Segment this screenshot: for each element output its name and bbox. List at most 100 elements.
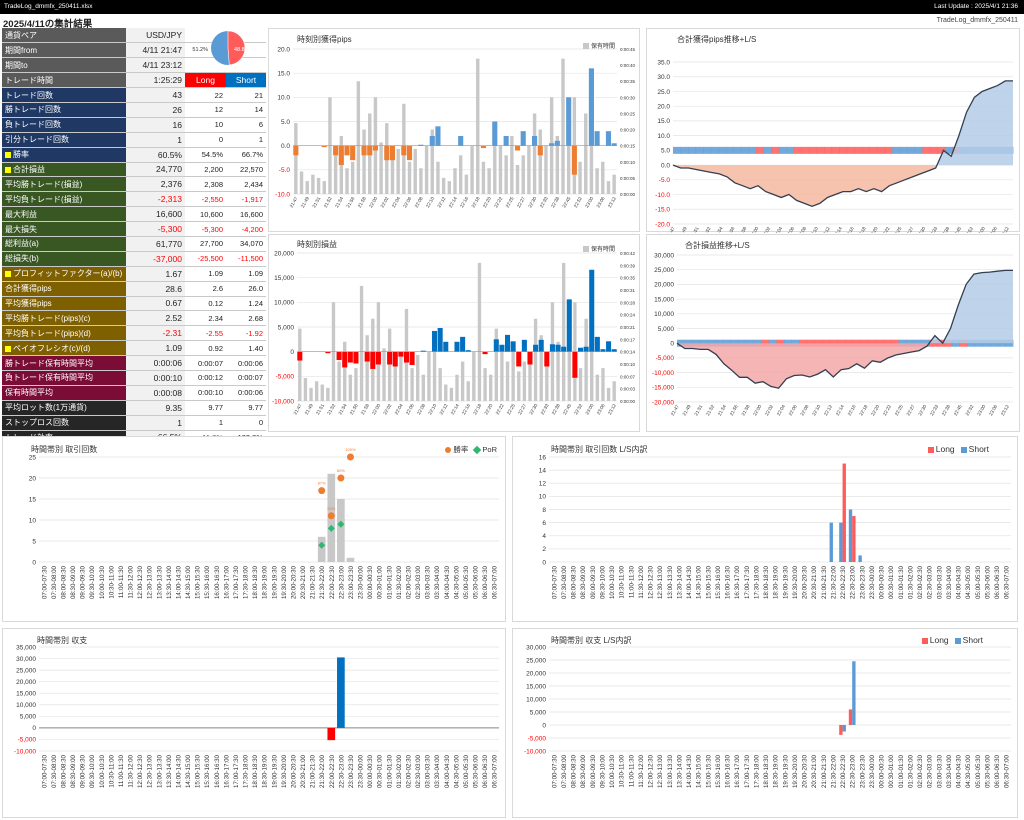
blank-cell (185, 57, 266, 74)
count-bar (346, 557, 355, 562)
hold-time-bar (527, 145, 531, 194)
tick-label: 09:30-10:00 (599, 565, 606, 599)
short-strip-cell (997, 339, 1006, 347)
value-bar (392, 351, 398, 367)
row-short: -11,500 (226, 251, 266, 267)
row-value: 16 (126, 117, 185, 133)
value-bar (437, 327, 443, 352)
row-label: 負トレード回数 (2, 117, 126, 133)
long-strip-cell (929, 339, 938, 347)
tick-label: 17:00-17:30 (744, 565, 751, 599)
pips-chart: -10.0 -5.0 0.0 5.0 10.0 15.0 20.0 0:00:45 0:00:4… (275, 46, 636, 209)
row-label: 合計獲得pips (2, 281, 126, 297)
tick-label: 09:00-09:30 (80, 754, 87, 788)
tick-label: 03:00-03:30 (936, 754, 943, 788)
tick-label: 06:30-07:00 (492, 754, 499, 788)
value-bar (521, 339, 527, 352)
win-rate-label: 52% (327, 506, 335, 511)
tick-label: 00:00-00:30 (367, 565, 374, 599)
tick-label: 22:00-22:30 (840, 754, 847, 788)
tick-label: 14:00-14:30 (686, 565, 693, 599)
tick-label: -10,000 (524, 748, 546, 755)
hold-time-bar (595, 168, 599, 194)
summary-row: トレード時間 1:25:29 Long Short (2, 72, 266, 89)
short-strip-cell (907, 146, 916, 154)
value-bar (342, 351, 348, 368)
tick-label: 17:00-17:30 (233, 565, 240, 599)
hold-time-bar (427, 351, 431, 401)
short-bar (829, 522, 833, 562)
long-strip-cell (809, 146, 817, 154)
tick-label: 5.0 (661, 148, 670, 155)
tick-label: 22:38 (940, 226, 950, 233)
short-strip-cell (899, 146, 908, 154)
tick-label: 22:00-22:30 (329, 565, 336, 599)
tick-label: 0:00:25 (620, 111, 636, 116)
tick-label: 20,000 (274, 250, 294, 257)
tick-label: 05:00-05:30 (463, 754, 470, 788)
row-label: 総損失(b) (2, 251, 126, 267)
tick-label: 21:51 (311, 196, 321, 209)
tick-label: 01:00-01:30 (386, 565, 393, 599)
win-rate-point (327, 512, 335, 520)
tick-label: 0:00:40 (620, 63, 636, 68)
tick-label: 09:00-09:30 (590, 565, 597, 599)
tick-label: 22:30 (916, 226, 926, 233)
tick-label: 20:00-20:30 (290, 565, 297, 599)
short-strip-cell (703, 146, 712, 154)
tick-label: 21:52 (705, 404, 715, 417)
hold-time-bar (430, 129, 434, 194)
short-strip-cell (680, 146, 689, 154)
value-bar (572, 351, 578, 378)
row-label: 平均ロット数(1万通貨) (2, 400, 126, 416)
value-bar (384, 145, 390, 161)
tick-label: 05:00-05:30 (975, 565, 982, 599)
tick-label: 22:08 (416, 403, 426, 416)
tick-label: 16:30-17:00 (223, 754, 230, 788)
hold-time-bar (460, 361, 465, 401)
tick-label: 23:00-23:30 (859, 565, 866, 599)
tick-label: 22:00 (368, 196, 378, 209)
tick-label: 20:00-20:30 (802, 754, 809, 788)
tick-label: 22:04 (394, 403, 404, 416)
value-bar (549, 344, 555, 352)
short-bar (842, 725, 846, 732)
row-short: 2.68 (226, 310, 266, 327)
tick-label: 30,000 (526, 644, 546, 651)
tick-label: 02:30-03:00 (927, 754, 934, 788)
hold-time-bar (545, 351, 549, 401)
hold-time-bar (453, 168, 457, 194)
long-bar (842, 463, 846, 562)
negative-area (677, 343, 1013, 389)
chart-title: 時間帯別 収支 (37, 636, 88, 645)
summary-row: プロフィットファクター(a)/(b) 1.67 1.09 1.09 (2, 266, 266, 282)
tick-label: 23:06 (596, 196, 606, 209)
hold-time-bar (379, 142, 383, 194)
tick-label: 04:00-04:30 (444, 565, 451, 599)
hour-count-chart: 0 5 10 15 20 25 07:00-07:30 07:30-08:00 08:00-08… (29, 447, 499, 599)
hold-time-bar (601, 161, 605, 194)
row-short: -4,200 (226, 221, 266, 237)
tick-label: 0:00:00 (620, 399, 636, 404)
tick-label: 22:45 (561, 196, 571, 209)
row-label: 平均獲得pips (2, 296, 126, 312)
cum-pips-chart: -20.0 -15.0 -10.0 -5.0 0.0 5.0 10.0 15.0 20.0 25.… (655, 59, 1014, 233)
tick-label: 22:20 (482, 196, 492, 209)
summary-row: 平均勝トレード(損益) 2,376 2,308 2,434 (2, 176, 266, 193)
tick-label: 03:30-04:00 (434, 754, 441, 788)
hold-time-bar (476, 58, 480, 195)
long-bar (839, 725, 843, 735)
summary-row: 引分トレード回数 1 0 1 (2, 132, 266, 148)
summary-row: 平均勝トレード(pips)(c) 2.52 2.34 2.68 (2, 310, 266, 327)
tick-label: 04:30-05:00 (453, 754, 460, 788)
tick-label: 11:30-12:00 (128, 565, 135, 598)
row-short: 21 (226, 87, 266, 103)
tick-label: 22:38 (550, 196, 560, 209)
value-bar (443, 341, 449, 352)
marker-icon (5, 151, 11, 158)
tick-label: 10,000 (526, 696, 546, 703)
value-bar (492, 121, 498, 146)
hour-count-ls-chart: 0 2 4 6 8 10 12 14 16 07:00-07:30 07:30-08:00 08:00… (539, 454, 1011, 599)
tick-label: 00:30-01:00 (888, 754, 895, 788)
tick-label: 21:54 (714, 226, 724, 233)
